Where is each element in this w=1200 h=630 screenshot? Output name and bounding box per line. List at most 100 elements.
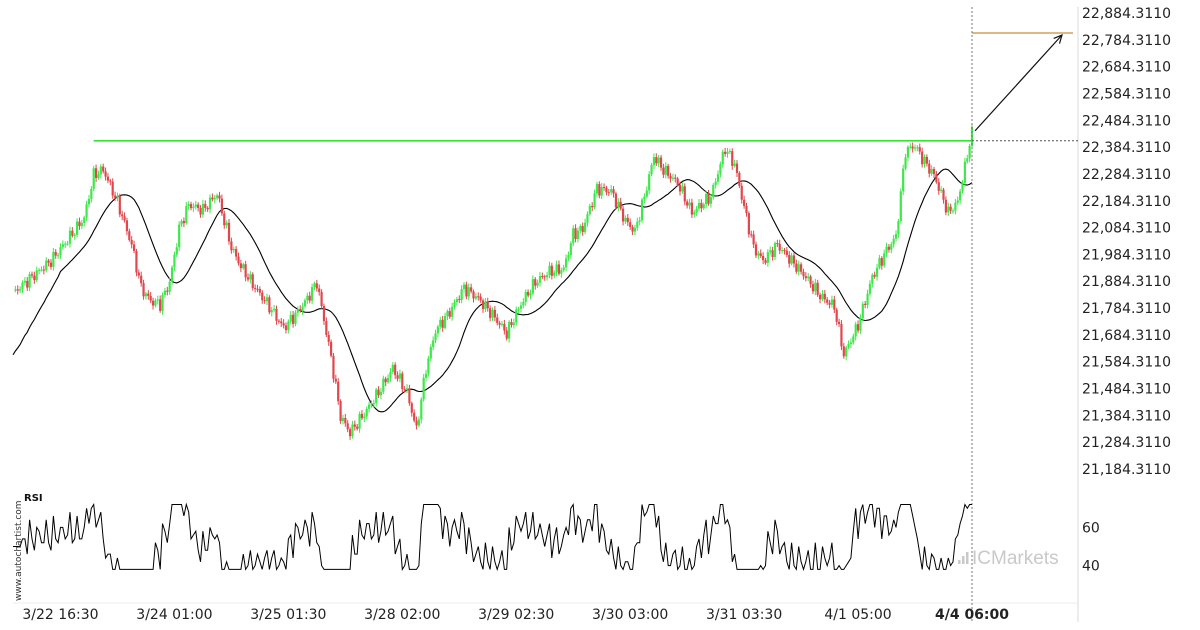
candle [921,147,924,168]
candle-body [413,412,416,421]
y-tick-label: 22,284.3110 [1082,167,1171,183]
candle [864,300,867,309]
candle [151,297,155,310]
candle [837,318,841,327]
candle-body [325,321,328,335]
candle-body [541,276,544,278]
candle [581,222,584,236]
candle-body [747,213,750,235]
candle-body [21,282,24,290]
candle [270,307,273,317]
candle-body [595,184,599,194]
candle [508,320,511,343]
candle [728,148,731,155]
candle-body [678,184,682,192]
candle-body [189,204,193,209]
candle [325,317,328,338]
candle-body [757,253,760,256]
candle [503,319,506,335]
candle [524,289,527,306]
candle-body [30,274,34,276]
candle [142,279,145,300]
candle-body [826,299,829,303]
candle-body [754,244,758,256]
candle-body [313,283,316,288]
candle [111,178,114,199]
candle [740,182,743,204]
candle [159,295,162,313]
candle [125,217,129,236]
candle-body [97,174,100,179]
candle-body [118,195,121,215]
candle [251,272,254,291]
candle-body [35,270,38,281]
candle-body [788,255,791,264]
candle [348,427,352,440]
candle-body [125,220,129,232]
candle [617,198,620,212]
candle-body [961,182,964,192]
candle-body [92,168,95,189]
candle [510,318,513,328]
candle [790,252,793,266]
candle-body [569,243,572,256]
candle-body [61,244,64,248]
candle [235,246,238,261]
candle-body [949,206,952,211]
candle [422,374,425,402]
candle [417,416,421,428]
candle [479,293,482,303]
candle [256,284,259,293]
candle [163,288,167,298]
candle [116,192,119,202]
candle-body [327,334,330,342]
candle-body [902,168,905,192]
x-tick-label: 3/29 02:30 [478,607,554,623]
candle [491,307,494,321]
candle [826,296,829,306]
candle [42,265,45,275]
candle [809,274,812,288]
candle [602,183,606,191]
candle-body [906,146,910,158]
candle-body [783,250,786,252]
candle [669,172,672,183]
candle [624,215,627,224]
candle [493,306,496,322]
candle-body [545,275,549,278]
candle [199,205,202,218]
candle [320,289,323,309]
candle-body [695,208,698,213]
candle-body [887,246,891,250]
candle [911,142,914,153]
candle [436,324,440,338]
candle-body [555,264,558,273]
candle [54,249,57,259]
candle-body [821,293,824,300]
candle-body [294,312,297,324]
x-axis: 3/22 16:30 3/24 01:00 3/25 01:30 3/28 02:00… [22,607,1009,623]
candle-body [235,248,238,257]
candle [963,157,966,187]
candle-body [818,294,822,300]
candle [764,257,767,265]
candle [99,164,102,179]
candle [496,313,499,326]
candle-body [185,206,188,224]
brand-logo-bar [958,560,961,564]
candle-body [249,274,252,280]
candle [168,278,171,295]
candle [674,174,677,183]
candle [591,202,594,212]
candle-body [140,275,143,284]
candle [868,280,872,297]
candle [807,273,810,282]
candle [327,331,330,346]
candle [310,283,314,305]
candle-body [137,272,140,276]
candle [830,295,834,308]
candle-body [467,287,470,297]
candle [600,183,603,200]
candle-body [709,197,712,204]
candle-body [429,346,432,359]
